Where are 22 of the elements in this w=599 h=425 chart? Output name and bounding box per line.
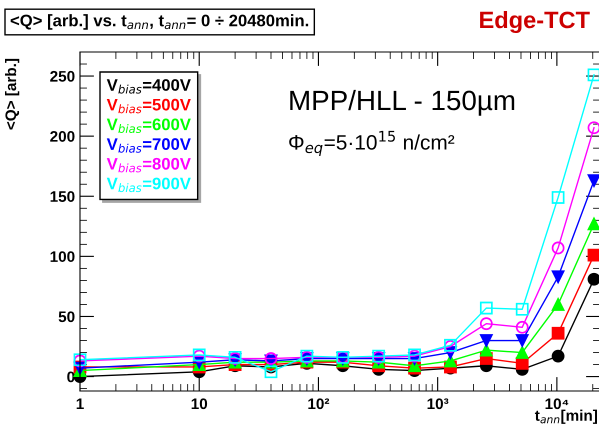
y-tick-label: 150 bbox=[50, 191, 75, 202]
chart-subtitle: Edge-TCT bbox=[480, 10, 590, 34]
text: V$_{bias}$=500V bbox=[106, 98, 191, 114]
y-tick-label: 250 bbox=[50, 70, 75, 82]
text: V$_{bias}$=600V bbox=[106, 118, 191, 134]
annotation: MPP/HLL - 150µm bbox=[290, 90, 514, 116]
y-tick-label: 200 bbox=[50, 131, 75, 142]
x-tick-label: 10³ bbox=[428, 398, 448, 410]
text: V$_{bias}$=900V bbox=[106, 178, 191, 192]
y-tick-label: 100 bbox=[50, 251, 75, 262]
x-tick-label: 1 bbox=[76, 398, 84, 410]
text: V$_{bias}$=700V bbox=[106, 138, 191, 153]
legend-label: V$_{bias}$=400V bbox=[106, 79, 191, 94]
x-tick-label: 10 bbox=[192, 398, 208, 410]
text: V$_{bias}$=800V bbox=[106, 158, 191, 172]
y-tick-label: 50 bbox=[58, 311, 75, 322]
x-tick-label: 10⁴ bbox=[546, 398, 568, 410]
y-axis-title: <Q> [arb.] bbox=[5, 58, 20, 130]
annotation: Φ$_{eq}$=5·10$^{15}$ n/cm² bbox=[289, 130, 454, 156]
x-tick-label: 10² bbox=[308, 398, 330, 410]
x-axis-title: t$_{ann}$[min] bbox=[534, 410, 597, 424]
chart-title: <Q> [arb.] vs. t$_{ann}$, t$_{ann}$= 0 ÷ 20480min. bbox=[10, 14, 308, 30]
